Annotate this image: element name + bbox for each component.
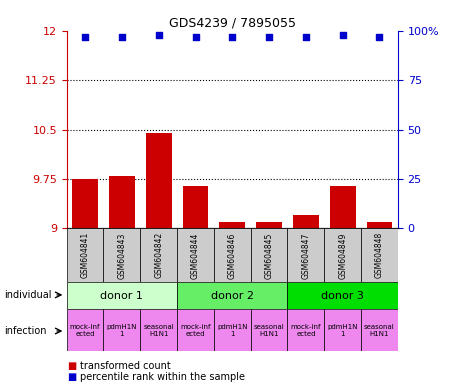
Text: seasonal
H1N1: seasonal H1N1 [143,324,174,337]
Text: GSM604846: GSM604846 [227,232,236,278]
Bar [360,309,397,351]
Text: pdmH1N
1: pdmH1N 1 [217,324,247,337]
Bar [67,309,103,351]
Bar [109,176,134,228]
Bar [324,309,360,351]
Bar [360,228,397,282]
Bar [177,309,213,351]
Point [302,33,309,40]
Point [81,33,89,40]
Text: donor 3: donor 3 [320,291,364,301]
Bar [256,222,281,228]
Text: seasonal
H1N1: seasonal H1N1 [364,324,394,337]
Bar [146,133,171,228]
Bar [292,215,318,228]
Text: GSM604843: GSM604843 [117,232,126,278]
Text: mock-inf
ected: mock-inf ected [180,324,210,337]
Bar [250,309,287,351]
Text: infection: infection [5,326,47,336]
Point [191,33,199,40]
Bar [72,179,98,228]
Text: GSM604845: GSM604845 [264,232,273,278]
Bar [140,309,177,351]
Point [265,33,272,40]
Text: GSM604847: GSM604847 [301,232,310,278]
Point [375,33,382,40]
Bar [213,228,250,282]
Bar [67,228,103,282]
Bar [140,228,177,282]
Text: mock-inf
ected: mock-inf ected [70,324,100,337]
Text: donor 2: donor 2 [210,291,253,301]
Bar [177,282,287,309]
Bar [177,228,213,282]
Point [228,33,235,40]
Text: GSM604844: GSM604844 [190,232,200,278]
Text: GSM604841: GSM604841 [80,232,90,278]
Bar [219,222,245,228]
Bar [329,185,355,228]
Text: individual: individual [5,290,52,300]
Text: ■: ■ [67,361,76,371]
Bar [287,309,324,351]
Text: ■: ■ [67,372,76,382]
Bar [287,282,397,309]
Bar [67,282,177,309]
Bar [324,228,360,282]
Text: mock-inf
ected: mock-inf ected [290,324,320,337]
Point [155,31,162,38]
Bar [182,185,208,228]
Text: GSM604848: GSM604848 [374,232,383,278]
Text: pdmH1N
1: pdmH1N 1 [106,324,137,337]
Bar [103,309,140,351]
Text: GSM604842: GSM604842 [154,232,163,278]
Text: GSM604849: GSM604849 [337,232,347,278]
Bar [213,309,250,351]
Text: seasonal
H1N1: seasonal H1N1 [253,324,284,337]
Text: transformed count: transformed count [80,361,171,371]
Text: donor 1: donor 1 [100,291,143,301]
Bar [250,228,287,282]
Point [118,33,125,40]
Point [338,31,346,38]
Bar [103,228,140,282]
Bar [366,222,392,228]
Text: pdmH1N
1: pdmH1N 1 [327,324,357,337]
Bar [287,228,324,282]
Title: GDS4239 / 7895055: GDS4239 / 7895055 [168,17,295,30]
Text: percentile rank within the sample: percentile rank within the sample [80,372,245,382]
